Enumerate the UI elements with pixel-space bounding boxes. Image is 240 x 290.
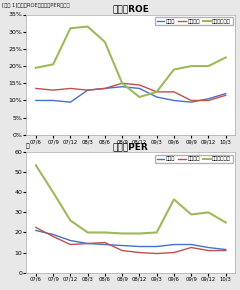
Title: 伝統的ROE: 伝統的ROE bbox=[112, 5, 149, 14]
Legend: ドコモ, ＫＤＤＩ, ソフトバンク: ドコモ, ＫＤＤＩ, ソフトバンク bbox=[155, 155, 233, 163]
Title: 伝統的PER: 伝統的PER bbox=[113, 142, 149, 151]
Text: 倍: 倍 bbox=[25, 143, 29, 149]
Legend: ドコモ, ＫＤＤＩ, ソフトバンク: ドコモ, ＫＤＤＩ, ソフトバンク bbox=[155, 17, 233, 25]
Text: [図表 1]伝統的ROEと伝統的PERの推移: [図表 1]伝統的ROEと伝統的PERの推移 bbox=[2, 3, 70, 8]
